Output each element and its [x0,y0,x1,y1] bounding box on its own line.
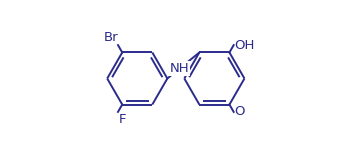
Text: O: O [234,105,245,118]
Text: NH: NH [170,62,189,75]
Text: F: F [119,113,126,126]
Text: Br: Br [103,31,118,44]
Text: OH: OH [234,39,255,52]
